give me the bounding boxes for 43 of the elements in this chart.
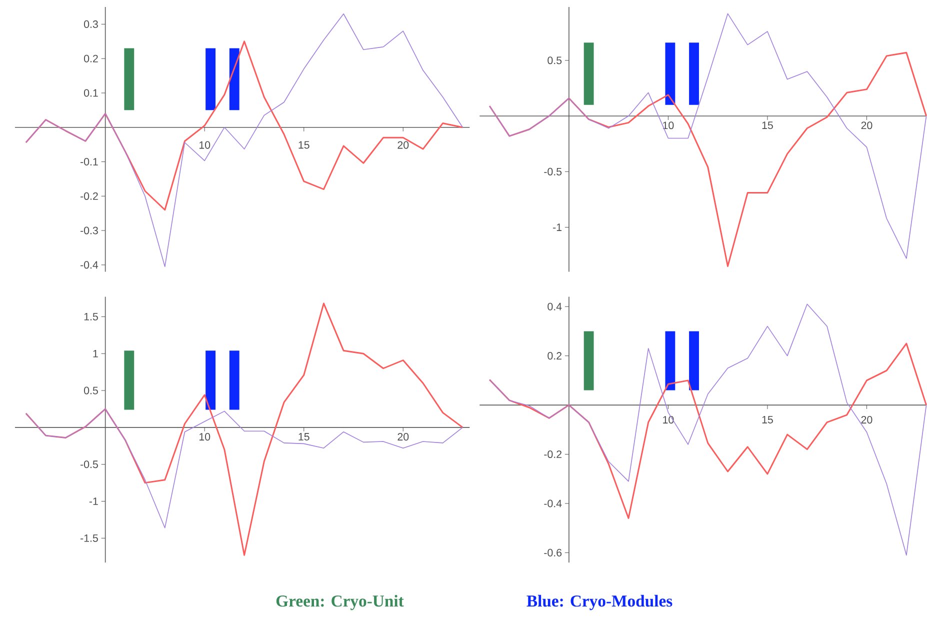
y-tick-label: -1 <box>89 498 98 506</box>
x-tick-label: 15 <box>762 122 773 130</box>
y-tick-label: 1 <box>93 350 98 358</box>
text: Green: Cryo-Unit <box>276 595 404 610</box>
y-tick-label: -0.5 <box>544 168 562 176</box>
y-tick-label: -0.1 <box>80 158 98 166</box>
text: Blue: Cryo-Modules <box>526 595 672 610</box>
line-series <box>26 408 464 528</box>
y-tick-label: 0.5 <box>548 56 562 64</box>
x-tick-label: 20 <box>861 416 872 424</box>
y-tick-label: -0.2 <box>80 192 98 200</box>
y-tick-label: 0.2 <box>548 352 562 360</box>
line-series <box>488 343 927 520</box>
line-series <box>26 14 464 268</box>
y-tick-label: -1 <box>553 224 562 232</box>
y-tick-label: -0.4 <box>544 500 562 508</box>
y-tick-label: -0.2 <box>544 450 562 458</box>
x-tick-label: 10 <box>199 433 210 441</box>
y-tick-label: 1.5 <box>84 313 98 321</box>
y-tick-label: -0.3 <box>80 226 98 235</box>
line-series <box>25 302 464 556</box>
x-tick-label: 10 <box>663 416 674 424</box>
x-tick-label: 15 <box>298 142 310 149</box>
line-series <box>488 52 927 268</box>
x-tick-label: 20 <box>861 122 872 130</box>
y-tick-label: -0.6 <box>544 549 562 557</box>
y-tick-label: -0.5 <box>80 460 98 468</box>
y-tick-label: -1.5 <box>80 534 98 542</box>
x-tick-label: 10 <box>663 122 674 130</box>
y-tick-label: 0.2 <box>84 55 98 63</box>
x-tick-label: 20 <box>398 433 409 441</box>
y-tick-label: -0.4 <box>80 261 98 269</box>
y-tick-label: 0.4 <box>548 303 562 311</box>
line-series <box>489 14 927 260</box>
x-tick-label: 10 <box>199 142 210 150</box>
y-tick-label: 0.1 <box>84 89 98 97</box>
line-series <box>25 40 464 211</box>
y-tick-label: 0.3 <box>84 20 98 28</box>
x-tick-label: 20 <box>398 142 409 150</box>
x-tick-label: 15 <box>762 416 773 424</box>
y-tick-label: 0.5 <box>84 387 98 395</box>
line-series <box>489 304 927 556</box>
x-tick-label: 15 <box>298 433 310 441</box>
